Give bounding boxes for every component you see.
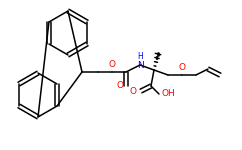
Text: O: O xyxy=(130,87,137,96)
Text: O: O xyxy=(108,60,115,69)
Text: O: O xyxy=(179,63,186,72)
Text: O: O xyxy=(116,81,123,90)
Text: OH: OH xyxy=(161,90,175,99)
Text: N: N xyxy=(137,60,143,69)
Text: H: H xyxy=(137,52,143,61)
